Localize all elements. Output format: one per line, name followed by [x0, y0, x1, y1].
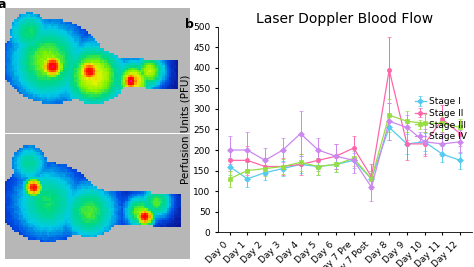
Text: a: a [0, 0, 6, 11]
Title: Laser Doppler Blood Flow: Laser Doppler Blood Flow [256, 11, 433, 26]
Y-axis label: Perfusion Units (PFU): Perfusion Units (PFU) [181, 75, 191, 184]
Legend: Stage I, Stage II, Stage III, Stage IV: Stage I, Stage II, Stage III, Stage IV [411, 93, 471, 145]
Text: b: b [185, 18, 194, 32]
